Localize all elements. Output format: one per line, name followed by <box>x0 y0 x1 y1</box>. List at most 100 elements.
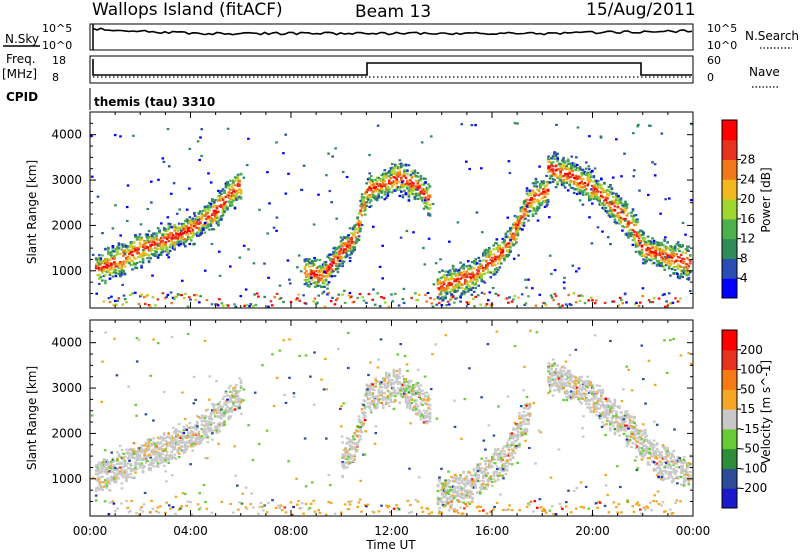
echo-cell <box>504 244 508 247</box>
echo-cell <box>107 269 110 272</box>
echo-cell <box>531 182 535 185</box>
echo-cell <box>569 179 573 182</box>
echo-cell <box>196 427 199 430</box>
echo-cell <box>179 439 182 442</box>
echo-cell <box>451 264 455 267</box>
echo-cell <box>624 207 627 211</box>
echo-cell <box>179 237 182 240</box>
echo-cell <box>420 141 424 144</box>
echo-cell <box>548 181 552 184</box>
echo-cell <box>138 447 142 450</box>
echo-cell <box>513 122 517 125</box>
echo-cell <box>102 485 106 488</box>
echo-cell <box>113 263 116 266</box>
echo-cell <box>347 236 350 239</box>
echo-cell <box>332 254 335 257</box>
echo-cell <box>131 250 134 253</box>
echo-cell <box>581 193 585 196</box>
echo-cell <box>634 250 638 253</box>
y-tick-label: 3000 <box>51 173 82 187</box>
echo-cell <box>189 298 192 301</box>
echo-cell <box>236 391 240 394</box>
echo-cell <box>361 296 364 299</box>
echo-cell <box>371 399 374 403</box>
echo-cell <box>341 475 344 478</box>
echo-cell <box>485 248 488 251</box>
echo-cell <box>413 193 417 196</box>
echo-cell <box>223 202 226 206</box>
echo-cell <box>497 247 500 251</box>
echo-cell <box>235 195 238 198</box>
echo-cell <box>203 431 207 434</box>
echo-cell <box>217 221 220 224</box>
echo-cell <box>399 236 403 239</box>
echo-cell <box>129 263 133 267</box>
echo-cell <box>391 185 394 188</box>
echo-cell <box>203 433 207 436</box>
freq-strip-frame <box>89 55 694 84</box>
echo-cell <box>187 222 190 225</box>
echo-cell <box>197 215 201 219</box>
echo-cell <box>485 266 488 269</box>
echo-cell <box>362 204 365 207</box>
echo-cell <box>637 244 641 247</box>
echo-cell <box>536 181 539 184</box>
echo-cell <box>194 219 198 222</box>
echo-cell <box>154 304 157 307</box>
echo-cell <box>199 436 202 439</box>
echo-cell <box>517 296 520 299</box>
echo-cell <box>110 475 113 478</box>
echo-cell <box>102 259 106 263</box>
echo-cell <box>451 277 455 280</box>
echo-cell <box>418 193 421 196</box>
echo-cell <box>612 202 615 205</box>
echo-cell <box>113 468 116 471</box>
echo-cell <box>171 448 175 451</box>
echo-cell <box>636 221 639 224</box>
echo-cell <box>447 281 450 284</box>
echo-cell <box>563 173 567 176</box>
echo-cell <box>150 451 154 454</box>
echo-cell <box>623 219 627 222</box>
echo-cell <box>613 215 617 218</box>
echo-cell <box>392 180 396 183</box>
echo-cell <box>595 299 598 302</box>
echo-cell <box>119 135 122 138</box>
echo-cell <box>459 272 462 275</box>
echo-cell <box>192 243 195 246</box>
echo-cell <box>660 258 663 262</box>
echo-cell <box>422 183 426 186</box>
echo-cell <box>360 206 364 210</box>
echo-cell <box>321 272 325 275</box>
echo-cell <box>366 405 370 408</box>
echo-cell <box>176 226 179 229</box>
echo-cell <box>275 141 278 144</box>
echo-cell <box>167 458 170 462</box>
echo-cell <box>179 226 182 229</box>
echo-cell <box>678 275 681 278</box>
echo-cell <box>597 179 600 183</box>
echo-cell <box>654 251 657 254</box>
echo-cell <box>202 214 205 217</box>
echo-cell <box>640 233 644 236</box>
echo-cell <box>372 401 376 404</box>
echo-cell <box>143 450 146 453</box>
echo-cell <box>215 403 219 406</box>
echo-cell <box>239 379 243 382</box>
echo-cell <box>217 220 220 223</box>
echo-cell <box>188 222 192 225</box>
echo-cell <box>372 288 375 291</box>
echo-cell <box>394 381 397 384</box>
echo-cell <box>108 464 112 468</box>
echo-cell <box>540 201 544 205</box>
echo-cell <box>501 254 505 257</box>
echo-cell <box>230 198 234 201</box>
echo-cell <box>336 267 340 270</box>
echo-cell <box>236 390 240 393</box>
echo-cell <box>308 258 311 261</box>
echo-cell <box>236 400 240 403</box>
echo-cell <box>378 188 382 192</box>
echo-cell <box>152 441 155 444</box>
echo-cell <box>214 428 217 431</box>
echo-cell <box>462 264 465 267</box>
